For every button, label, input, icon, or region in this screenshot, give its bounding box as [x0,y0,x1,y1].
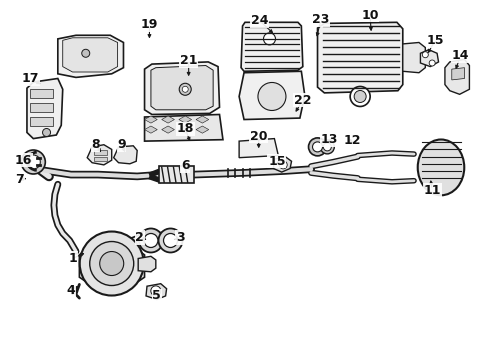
Text: 11: 11 [423,184,441,197]
Circle shape [144,234,158,247]
Circle shape [82,49,90,57]
Circle shape [100,252,123,275]
Circle shape [139,229,163,252]
Polygon shape [146,284,167,300]
Text: 13: 13 [320,133,338,146]
Circle shape [309,138,326,156]
Text: 22: 22 [294,94,312,107]
Polygon shape [145,116,157,123]
Text: 18: 18 [176,122,194,135]
Polygon shape [273,157,292,172]
Circle shape [258,82,286,111]
Polygon shape [239,71,305,120]
Text: 10: 10 [361,9,379,22]
Circle shape [43,129,50,136]
Circle shape [264,33,275,45]
Polygon shape [162,116,174,123]
Text: 17: 17 [22,72,39,85]
Text: 14: 14 [452,49,469,62]
Text: 20: 20 [250,130,268,143]
Circle shape [350,86,370,107]
Polygon shape [318,22,403,93]
Text: 7: 7 [15,173,24,186]
Polygon shape [196,116,209,123]
Polygon shape [239,139,278,158]
Text: 1: 1 [68,252,77,265]
Polygon shape [114,146,137,164]
Polygon shape [196,126,209,133]
Circle shape [422,52,428,58]
Circle shape [323,143,331,151]
Polygon shape [87,145,112,165]
Polygon shape [403,42,425,73]
Circle shape [354,90,366,103]
Circle shape [179,83,191,95]
Text: 15: 15 [426,34,444,47]
Polygon shape [452,68,465,80]
Text: 4: 4 [67,284,75,297]
Polygon shape [420,50,439,67]
Circle shape [320,140,334,154]
Text: 15: 15 [268,155,286,168]
Text: 3: 3 [176,231,185,244]
Polygon shape [179,126,192,133]
Ellipse shape [418,139,465,195]
Polygon shape [241,22,303,71]
Circle shape [151,286,161,296]
Polygon shape [94,157,107,161]
Text: 2: 2 [135,231,144,244]
Text: 9: 9 [117,138,126,151]
Polygon shape [145,126,157,133]
Polygon shape [94,150,107,155]
Circle shape [429,60,435,66]
Polygon shape [179,116,192,123]
Polygon shape [145,114,223,141]
Circle shape [22,150,45,174]
Polygon shape [145,62,220,114]
Polygon shape [445,59,469,94]
Polygon shape [30,103,53,112]
Polygon shape [162,126,174,133]
Circle shape [313,142,322,152]
Text: 6: 6 [181,159,190,172]
Text: 5: 5 [152,289,161,302]
Polygon shape [30,89,53,98]
Polygon shape [58,35,123,77]
Circle shape [26,155,40,169]
Circle shape [164,234,177,247]
Text: 19: 19 [141,18,158,31]
Text: 12: 12 [343,134,361,147]
Polygon shape [151,66,213,110]
Polygon shape [159,166,194,183]
Text: 24: 24 [251,14,269,27]
Circle shape [279,161,287,169]
Polygon shape [30,117,53,126]
Circle shape [90,242,134,285]
Polygon shape [27,78,63,139]
Polygon shape [250,26,283,50]
Text: 21: 21 [180,54,197,67]
Circle shape [182,86,188,92]
Polygon shape [79,250,145,282]
Circle shape [80,231,144,296]
Text: 16: 16 [15,154,32,167]
Text: 23: 23 [312,13,330,26]
Polygon shape [138,256,156,272]
Text: 8: 8 [91,138,100,151]
Circle shape [159,229,182,252]
Polygon shape [63,38,118,72]
